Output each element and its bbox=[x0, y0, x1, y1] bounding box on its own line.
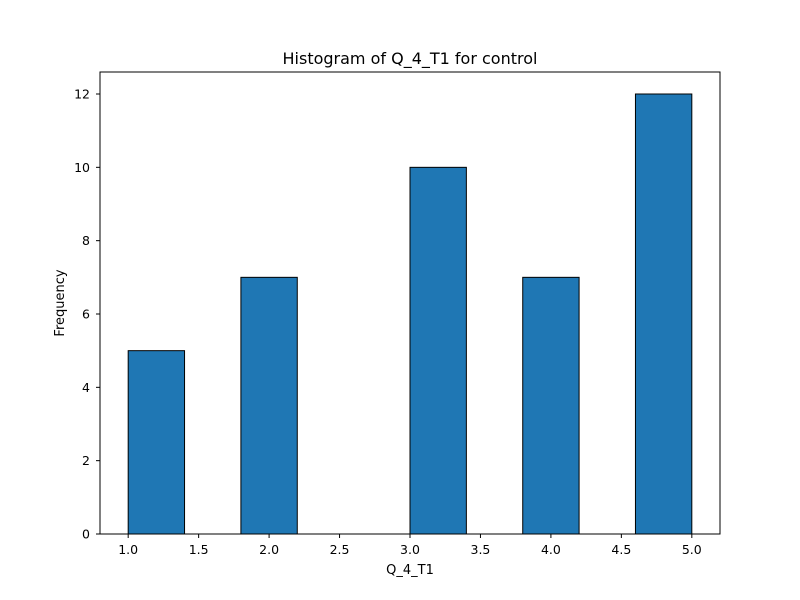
y-tick-label: 6 bbox=[82, 307, 90, 322]
y-axis-ticks: 0 2 4 6 8 10 12 bbox=[74, 87, 100, 542]
histogram-bar-0 bbox=[127, 350, 186, 535]
y-tick-label: 12 bbox=[74, 87, 90, 102]
histogram-bar-5 bbox=[409, 166, 467, 535]
x-tick-label: 3.5 bbox=[471, 542, 491, 557]
x-tick-label: 1.0 bbox=[118, 542, 138, 557]
x-axis-label: Q_4_T1 bbox=[386, 563, 434, 578]
chart-title: Histogram of Q_4_T1 for control bbox=[283, 49, 538, 69]
y-tick-label: 2 bbox=[82, 453, 90, 468]
x-tick-label: 4.0 bbox=[541, 542, 561, 557]
histogram-bar-9 bbox=[634, 93, 693, 535]
plot-frame bbox=[99, 71, 721, 535]
x-tick-label: 3.0 bbox=[400, 542, 420, 557]
histogram-bar-2 bbox=[240, 276, 298, 535]
y-tick-label: 4 bbox=[82, 380, 90, 395]
x-tick-label: 1.5 bbox=[189, 542, 209, 557]
x-tick-label: 4.5 bbox=[611, 542, 631, 557]
x-tick-label: 2.0 bbox=[259, 542, 279, 557]
bars-group bbox=[127, 93, 693, 535]
x-axis-ticks: 1.0 1.5 2.0 2.5 3.0 3.5 4.0 4.5 5.0 bbox=[118, 534, 702, 557]
x-tick-label: 2.5 bbox=[330, 542, 350, 557]
x-tick-label: 5.0 bbox=[682, 542, 702, 557]
y-axis-label: Frequency bbox=[53, 269, 68, 336]
y-tick-label: 0 bbox=[82, 527, 90, 542]
histogram-bar-7 bbox=[522, 276, 580, 535]
y-tick-label: 10 bbox=[74, 160, 90, 175]
y-tick-label: 8 bbox=[82, 233, 90, 248]
